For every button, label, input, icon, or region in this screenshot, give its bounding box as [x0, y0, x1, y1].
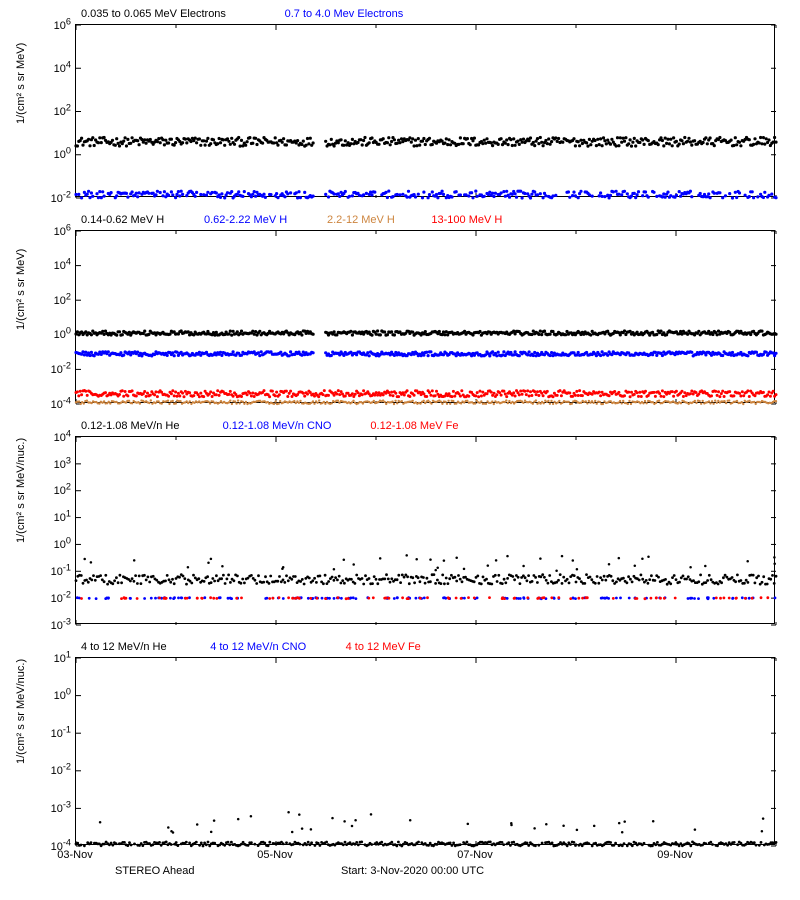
xtick-label: 09-Nov [657, 849, 692, 861]
y-axis-label: 1/(cm² s sr MeV/nuc.) [15, 529, 27, 543]
panel-heavy-high [75, 657, 775, 845]
ytick-label: 106 [0, 16, 71, 32]
xtick-label: 03-Nov [57, 849, 92, 861]
ytick-label: 10-2 [0, 589, 71, 605]
ytick-label: 10-3 [0, 800, 71, 816]
ytick-label: 104 [0, 59, 71, 75]
y-axis-label: 1/(cm² s sr MeV) [15, 110, 27, 124]
figure-container: 10-2 100 102 104 106 0.035 to 0.065 MeV Elect… [0, 0, 800, 900]
ytick-label: 100 [0, 687, 71, 703]
legend-item: 0.62-2.22 MeV H [204, 214, 287, 226]
xtick-label: 05-Nov [257, 849, 292, 861]
xtick-label: 07-Nov [457, 849, 492, 861]
legend-item: 0.12-1.08 MeV/n He [81, 420, 179, 432]
ytick-label: 10-1 [0, 724, 71, 740]
ytick-label: 100 [0, 536, 71, 552]
ytick-label: 10-1 [0, 562, 71, 578]
ytick-label: 10-2 [0, 361, 71, 377]
legend-item: 13-100 MeV H [431, 214, 502, 226]
ytick-label: 100 [0, 326, 71, 342]
legend-item: 4 to 12 MeV/n He [81, 641, 167, 653]
ytick-label: 10-3 [0, 616, 71, 632]
ytick-label: 101 [0, 649, 71, 665]
panel-electrons [75, 24, 775, 197]
ytick-label: 10-2 [0, 189, 71, 205]
panel-heavy-low [75, 436, 775, 624]
ytick-label: 10-2 [0, 762, 71, 778]
ytick-label: 104 [0, 257, 71, 273]
y-axis-label: 1/(cm² s sr MeV/nuc.) [15, 750, 27, 764]
legend-item: 4 to 12 MeV/n CNO [210, 641, 306, 653]
ytick-label: 106 [0, 222, 71, 238]
ytick-label: 103 [0, 455, 71, 471]
ytick-label: 102 [0, 291, 71, 307]
ytick-label: 102 [0, 482, 71, 498]
legend-item: 0.12-1.08 MeV Fe [370, 420, 458, 432]
y-axis-label: 1/(cm² s sr MeV) [15, 316, 27, 330]
legend-item: 4 to 12 MeV Fe [346, 641, 421, 653]
panel-hydrogen [75, 230, 775, 403]
legend-item: 2.2-12 MeV H [327, 214, 395, 226]
footer-mission: STEREO Ahead [115, 865, 195, 877]
ytick-label: 10-4 [0, 395, 71, 411]
ytick-label: 100 [0, 146, 71, 162]
legend-item: 0.14-0.62 MeV H [81, 214, 164, 226]
ytick-label: 101 [0, 509, 71, 525]
legend-item: 0.7 to 4.0 Mev Electrons [285, 8, 404, 20]
legend-item: 0.035 to 0.065 MeV Electrons [81, 8, 226, 20]
ytick-label: 104 [0, 428, 71, 444]
ytick-label: 102 [0, 103, 71, 119]
footer-start-time: Start: 3-Nov-2020 00:00 UTC [341, 865, 484, 877]
legend-item: 0.12-1.08 MeV/n CNO [223, 420, 332, 432]
